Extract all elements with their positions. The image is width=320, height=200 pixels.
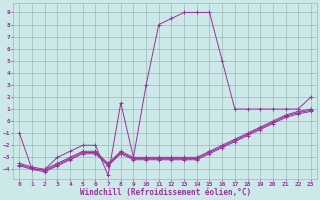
- X-axis label: Windchill (Refroidissement éolien,°C): Windchill (Refroidissement éolien,°C): [80, 188, 251, 197]
